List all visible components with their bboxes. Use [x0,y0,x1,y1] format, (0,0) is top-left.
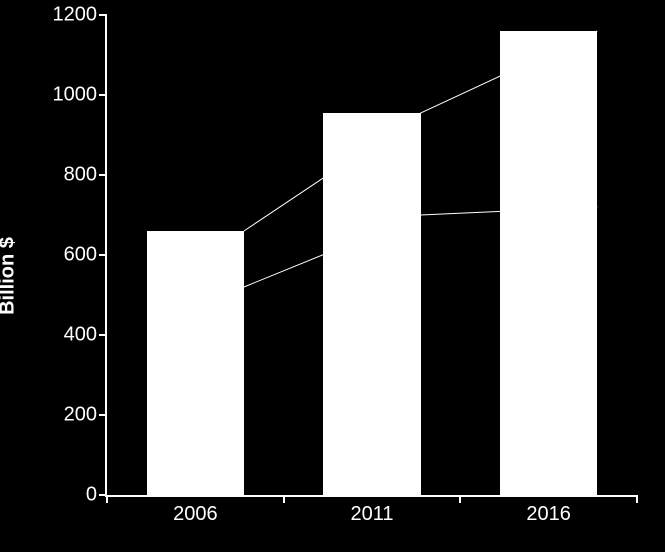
bar-chart: Billion $ 020040060080010001200200620112… [0,0,665,552]
x-tick-mark [106,495,108,503]
y-tick-label: 1200 [53,4,98,27]
y-tick-label: 0 [86,484,97,507]
bar [500,31,597,495]
y-tick-label: 1000 [53,84,98,107]
y-tick-mark [99,334,107,336]
x-tick-mark [636,495,638,503]
bar [323,113,420,495]
x-tick-label: 2011 [350,503,393,526]
x-tick-mark [459,495,461,503]
y-tick-mark [99,94,107,96]
y-tick-mark [99,414,107,416]
y-tick-mark [99,254,107,256]
bar [147,231,244,495]
y-tick-mark [99,174,107,176]
y-tick-mark [99,14,107,16]
x-tick-mark [283,495,285,503]
y-tick-label: 600 [64,244,97,267]
y-tick-label: 800 [64,164,97,187]
y-axis-label: Billion $ [0,237,20,315]
y-tick-label: 400 [64,324,97,347]
y-tick-label: 200 [64,404,97,427]
x-tick-label: 2016 [526,503,571,526]
x-tick-label: 2006 [173,503,218,526]
plot-area: 020040060080010001200200620112016 [105,15,637,497]
